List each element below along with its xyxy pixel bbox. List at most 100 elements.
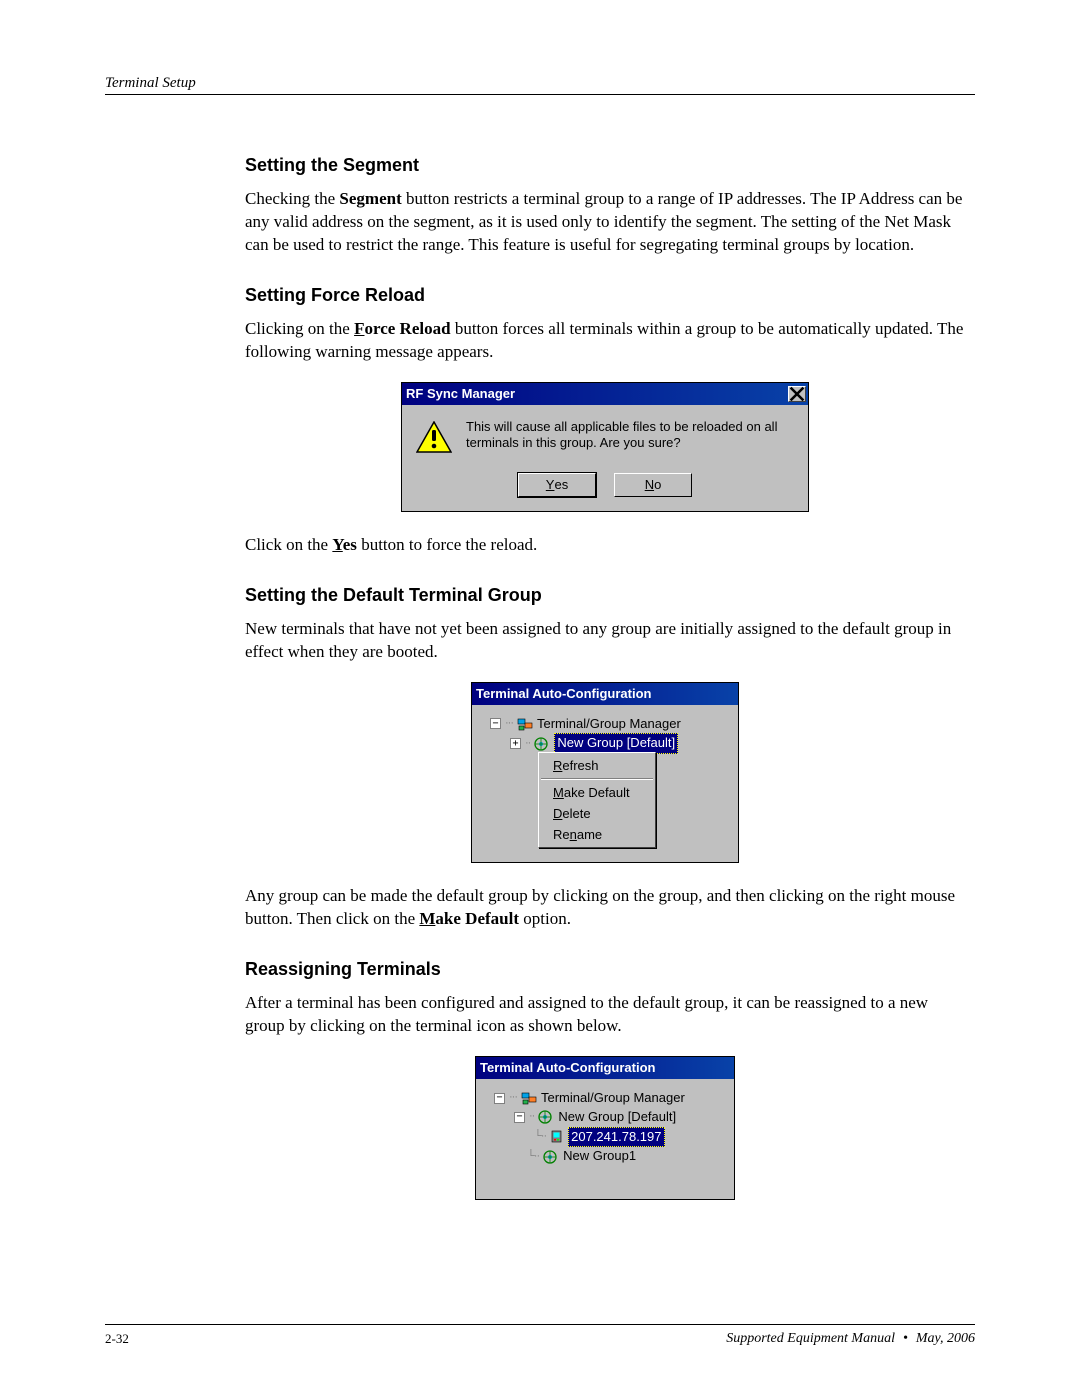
collapse-icon[interactable]: − <box>514 1112 525 1123</box>
text: orce Reload <box>364 319 450 338</box>
para-default-group-2: Any group can be made the default group … <box>245 885 965 931</box>
figure-rf-sync-dialog: RF Sync Manager <box>245 382 965 512</box>
text: ame <box>577 827 602 842</box>
underline-y: Y <box>546 477 555 492</box>
text: Re <box>553 827 570 842</box>
text: button to force the reload. <box>357 535 537 554</box>
underline-n: N <box>645 477 654 492</box>
heading-default-group: Setting the Default Terminal Group <box>245 585 965 606</box>
window-autoconfig-1: Terminal Auto-Configuration − ··· Termin… <box>471 682 739 864</box>
menu-delete[interactable]: Delete <box>539 803 655 824</box>
underline-m: M <box>419 909 435 928</box>
tree-terminal-label: 207.241.78.197 <box>568 1127 664 1148</box>
heading-segment: Setting the Segment <box>245 155 965 176</box>
title-text: Terminal Auto-Configuration <box>480 1060 655 1075</box>
underline-y2: Y <box>332 535 342 554</box>
tree-connector: ·· <box>525 736 530 752</box>
text: efresh <box>562 758 598 773</box>
titlebar-autoconfig-1: Terminal Auto-Configuration <box>472 683 738 705</box>
tree-connector: ·· <box>529 1109 534 1125</box>
header-section: Terminal Setup <box>105 75 196 91</box>
manager-icon <box>517 717 533 731</box>
text: ake Default <box>435 909 519 928</box>
tree-view-2[interactable]: − ··· Terminal/Group Manager − ·· <box>484 1089 726 1166</box>
titlebar-rf-sync: RF Sync Manager <box>402 383 808 405</box>
tree-connector: └·· <box>527 1149 539 1165</box>
menu-separator <box>541 778 653 780</box>
titlebar-autoconfig-2: Terminal Auto-Configuration <box>476 1057 734 1079</box>
underline: D <box>553 806 562 821</box>
collapse-icon[interactable]: − <box>494 1093 505 1104</box>
tree-root-row[interactable]: − ··· Terminal/Group Manager <box>480 715 730 734</box>
text: es <box>554 477 568 492</box>
text: elete <box>562 806 590 821</box>
warning-icon <box>416 421 452 453</box>
page-content: Setting the Segment Checking the Segment… <box>245 155 965 1200</box>
menu-make-default[interactable]: Make Default <box>539 782 655 803</box>
dialog-rf-sync: RF Sync Manager <box>401 382 809 512</box>
close-icon[interactable] <box>788 386 806 402</box>
tree-root-label: Terminal/Group Manager <box>541 1089 685 1108</box>
para-segment: Checking the Segment button restricts a … <box>245 188 965 257</box>
underline: n <box>570 827 577 842</box>
bold-force-reload: Force Reload <box>354 319 450 338</box>
para-default-group-1: New terminals that have not yet been ass… <box>245 618 965 664</box>
tree-selected-label: New Group [Default] <box>554 733 678 754</box>
tree-connector: ··· <box>509 1090 517 1106</box>
menu-rename[interactable]: Rename <box>539 824 655 845</box>
no-button[interactable]: No <box>614 473 692 497</box>
manager-icon <box>521 1091 537 1105</box>
expand-icon[interactable]: + <box>510 738 521 749</box>
underline-f: F <box>354 319 364 338</box>
bold-segment: Segment <box>339 189 401 208</box>
footer-date: May, 2006 <box>916 1331 975 1346</box>
tree-connector: └·· <box>534 1129 546 1145</box>
group-icon <box>538 1110 554 1124</box>
bold-yes: Yes <box>332 535 357 554</box>
text: Any group can be made the default group … <box>245 886 955 928</box>
tree-group-row[interactable]: + ·· New Group [Default] <box>480 733 730 754</box>
text: es <box>343 535 357 554</box>
text: option. <box>519 909 571 928</box>
tree-view[interactable]: − ··· Terminal/Group Manager + ·· <box>480 715 730 755</box>
text: Clicking on the <box>245 319 354 338</box>
text: Checking the <box>245 189 339 208</box>
window-autoconfig-2: Terminal Auto-Configuration − ··· Termin… <box>475 1056 735 1200</box>
text: Click on the <box>245 535 332 554</box>
underline: R <box>553 758 562 773</box>
page-number: 2-32 <box>105 1331 129 1347</box>
context-menu: Refresh Make Default Delete Rename <box>538 752 656 848</box>
tree-connector: ··· <box>505 716 513 732</box>
collapse-icon[interactable]: − <box>490 718 501 729</box>
footer-right: Supported Equipment Manual • May, 2006 <box>726 1331 975 1347</box>
tree-group2-label: New Group1 <box>563 1147 636 1166</box>
page-footer: 2-32 Supported Equipment Manual • May, 200… <box>105 1324 975 1347</box>
figure-autoconfig-reassign: Terminal Auto-Configuration − ··· Termin… <box>245 1056 965 1200</box>
bold-make-default: Make Default <box>419 909 519 928</box>
title-text: Terminal Auto-Configuration <box>476 686 651 701</box>
tree-root-row[interactable]: − ··· Terminal/Group Manager <box>484 1089 726 1108</box>
para-reassigning-1: After a terminal has been configured and… <box>245 992 965 1038</box>
tree-group1-row[interactable]: − ·· New Group [Default] <box>484 1108 726 1127</box>
heading-reassigning: Reassigning Terminals <box>245 959 965 980</box>
page-header: Terminal Setup <box>105 72 975 95</box>
para-force-reload-1: Clicking on the Force Reload button forc… <box>245 318 965 364</box>
text: o <box>654 477 661 492</box>
text: ake Default <box>564 785 630 800</box>
group-icon <box>543 1150 559 1164</box>
tree-group2-row[interactable]: └·· New Group1 <box>484 1147 726 1166</box>
figure-autoconfig-menu: Terminal Auto-Configuration − ··· Termin… <box>245 682 965 864</box>
para-force-reload-2: Click on the Yes button to force the rel… <box>245 534 965 557</box>
menu-refresh[interactable]: Refresh <box>539 755 655 776</box>
yes-button[interactable]: Yes <box>518 473 596 497</box>
heading-force-reload: Setting Force Reload <box>245 285 965 306</box>
terminal-icon <box>550 1130 564 1144</box>
footer-manual: Supported Equipment Manual <box>726 1331 895 1346</box>
tree-root-label: Terminal/Group Manager <box>537 715 681 734</box>
tree-group1-label: New Group [Default] <box>558 1108 676 1127</box>
underline: M <box>553 785 564 800</box>
title-text: RF Sync Manager <box>406 386 515 401</box>
group-icon <box>534 737 550 751</box>
bullet: • <box>903 1331 908 1346</box>
tree-terminal-row[interactable]: └·· 207.241.78.197 <box>484 1127 726 1148</box>
